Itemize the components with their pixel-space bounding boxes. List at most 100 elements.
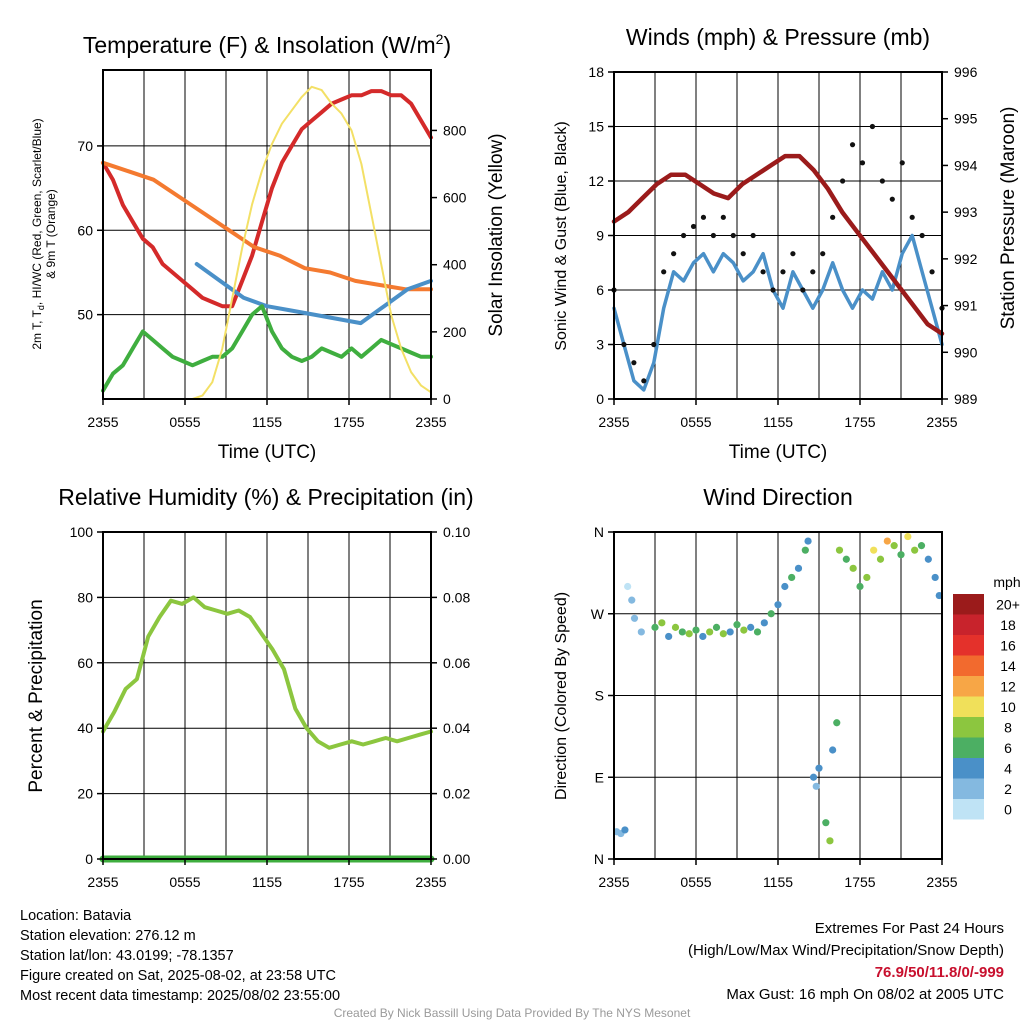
wind-panel: Winds (mph) & Pressure (mb) 0 3 6 9 12 15 18 9…: [553, 24, 1019, 463]
legend-label: 2: [1004, 781, 1012, 797]
x-tick-label: 1755: [844, 414, 875, 430]
rh-grid: [103, 531, 431, 860]
gust-point: [690, 223, 697, 230]
x-tick-label: 2355: [598, 414, 629, 430]
legend-label: 10: [1000, 699, 1016, 715]
gust-point: [760, 269, 766, 275]
gust-point: [700, 214, 707, 220]
gust-point: [859, 160, 866, 166]
legend-swatch: [953, 676, 984, 697]
rh-x-ticks: 2355 0555 1155 1755 2355: [87, 859, 447, 890]
rh-y-axis-label: Percent & Precipitation: [26, 599, 47, 792]
direction-point: [801, 546, 809, 554]
y2-tick-label: 990: [954, 344, 978, 360]
dir-panel-title: Wind Direction: [703, 484, 853, 510]
direction-point: [815, 764, 823, 772]
legend-swatch: [953, 614, 984, 635]
wind-panel-title: Winds (mph) & Pressure (mb): [626, 24, 930, 50]
temp-series-line: [101, 89, 433, 309]
y2-tick-label: 0: [443, 391, 451, 407]
direction-point: [747, 623, 755, 631]
y-tick-label: 0: [85, 851, 93, 867]
direction-point: [822, 819, 830, 827]
direction-point: [917, 542, 926, 550]
x-tick-label: 1155: [252, 874, 282, 890]
gust-point: [909, 214, 915, 220]
y-tick-label: 3: [596, 337, 604, 353]
y2-tick-label: 200: [443, 324, 467, 340]
temp-y2-axis-label: Solar Insolation (Yellow): [486, 133, 507, 336]
legend-swatch: [953, 717, 984, 738]
y-tick-label: 9: [596, 228, 604, 244]
temp-y-ticks: 50 60 70: [77, 138, 103, 323]
temp-x-axis-label: Time (UTC): [218, 442, 317, 463]
extremes-values: 76.9/50/11.8/0/-999: [874, 964, 1004, 981]
y2-tick-label: 400: [443, 257, 467, 273]
y-tick-label: 50: [77, 307, 93, 323]
extremes-info: Extremes For Past 24 Hours (High/Low/Max…: [688, 918, 1004, 1006]
legend-label: 6: [1004, 740, 1012, 756]
y-tick-label: 40: [77, 720, 93, 736]
temp-grid: [103, 70, 431, 399]
x-tick-label: 2355: [415, 414, 446, 430]
y2-tick-label: 0.10: [443, 524, 470, 540]
direction-point: [826, 837, 834, 845]
x-tick-label: 2355: [87, 874, 118, 890]
svg-text:& 9m T (Orange): & 9m T (Orange): [44, 189, 58, 279]
x-tick-label: 2355: [926, 414, 957, 430]
y2-tick-label: 0.00: [443, 851, 470, 867]
direction-point: [692, 626, 700, 634]
temp-series: [101, 85, 433, 400]
gust-point: [770, 287, 776, 293]
direction-point: [897, 551, 905, 559]
gust-point: [740, 251, 746, 257]
direction-point: [833, 719, 841, 727]
direction-point: [883, 537, 891, 545]
direction-point: [740, 626, 748, 634]
legend-label: 14: [1000, 658, 1016, 674]
direction-point: [712, 623, 721, 631]
wind-x-ticks: 2355 0555 1155 1755 2355: [598, 399, 958, 430]
y-tick-label: 60: [77, 222, 93, 238]
x-tick-label: 1155: [763, 414, 793, 430]
direction-point: [856, 582, 864, 591]
wind-y-ticks: 0 3 6 9 12 15 18: [588, 64, 614, 407]
direction-point: [637, 628, 645, 636]
direction-point: [699, 632, 707, 641]
direction-point: [890, 542, 898, 550]
gust-point: [830, 214, 836, 220]
gust-point: [651, 341, 657, 348]
y-tick-label: 6: [596, 282, 604, 298]
recent-data-text: Most recent data timestamp: 2025/08/02 2…: [20, 988, 341, 1004]
direction-point: [781, 582, 789, 591]
direction-point: [870, 546, 878, 554]
dir-grid: [614, 532, 942, 859]
direction-point: [788, 573, 796, 582]
wind-series-line: [612, 233, 944, 392]
station-info: Location: Batavia Station elevation: 276…: [20, 906, 340, 1006]
gust-point: [879, 178, 885, 184]
gust-point: [680, 232, 687, 239]
gust-point: [790, 251, 796, 257]
y2-tick-label: 0.06: [443, 655, 470, 671]
x-tick-label: 2355: [598, 874, 629, 890]
y-tick-label: S: [595, 688, 604, 704]
direction-point: [719, 630, 727, 638]
temp-series-line: [101, 160, 433, 292]
y-tick-label: 70: [77, 138, 93, 154]
direction-point: [863, 573, 871, 582]
y2-tick-label: 994: [954, 157, 978, 173]
wind-y2-ticks: 989 990 991 992 993 994 995 996: [942, 64, 978, 407]
gust-point: [929, 269, 935, 275]
gust-point: [641, 378, 647, 384]
y-tick-label: 60: [77, 655, 93, 671]
direction-point: [849, 564, 857, 572]
direction-point: [685, 630, 693, 638]
y2-tick-label: 996: [954, 64, 978, 80]
gust-point: [710, 232, 716, 239]
y-tick-label: 0: [596, 391, 604, 407]
y2-tick-label: 995: [954, 111, 978, 127]
legend-swatch: [953, 696, 984, 717]
gust-point: [621, 341, 627, 348]
y2-tick-label: 800: [443, 122, 467, 138]
